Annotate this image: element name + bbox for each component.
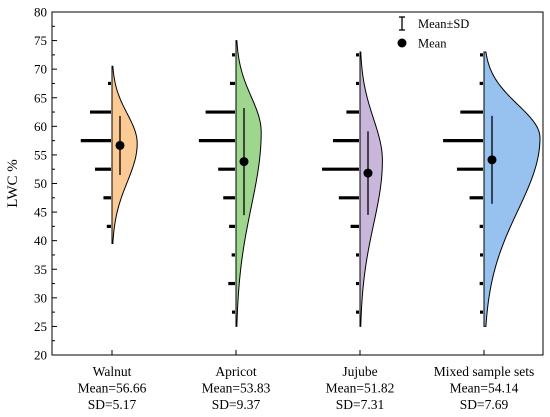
y-tick-label: 20 <box>34 348 47 363</box>
mean-dot <box>487 155 497 165</box>
y-tick-label: 45 <box>34 205 47 220</box>
violin-shape <box>111 65 138 245</box>
violin-shape <box>359 51 383 327</box>
x-category-label: Walnut <box>93 364 132 379</box>
y-tick-label: 40 <box>34 233 47 248</box>
sd-label: SD=5.17 <box>88 397 137 412</box>
sd-label: SD=9.37 <box>212 397 261 412</box>
mean-label: Mean=53.83 <box>202 381 271 396</box>
x-category-label: Mixed sample sets <box>434 364 535 379</box>
violin-layer <box>111 40 541 327</box>
mean-dot <box>363 168 373 178</box>
mean-label: Mean=56.66 <box>78 381 147 396</box>
legend-label-mean: Mean <box>418 37 447 51</box>
y-tick-label: 55 <box>34 147 47 162</box>
mean-dot <box>239 157 249 167</box>
sd-label: SD=7.31 <box>336 397 385 412</box>
x-category-label: Apricot <box>215 364 256 379</box>
violin-shape <box>483 51 541 327</box>
y-axis-title: LWC % <box>5 159 21 207</box>
y-tick-label: 30 <box>34 290 47 305</box>
y-tick-label: 60 <box>34 119 47 134</box>
y-tick-label: 75 <box>34 33 47 48</box>
y-tick-label: 80 <box>34 5 47 20</box>
y-tick-label: 25 <box>34 319 47 334</box>
mean-label: Mean=51.82 <box>326 381 395 396</box>
violin-shape <box>235 40 262 327</box>
y-tick-label: 35 <box>34 262 47 277</box>
mean-label: Mean=54.14 <box>450 381 519 396</box>
stats-layer <box>115 108 497 216</box>
legend-label-sd: Mean±SD <box>418 17 469 31</box>
mean-dot <box>115 140 125 150</box>
sd-label: SD=7.69 <box>460 397 509 412</box>
x-category-label: Jujube <box>342 364 377 379</box>
y-axis: 20 25 30 35 40 45 50 55 60 65 70 75 80 <box>34 5 57 363</box>
y-tick-label: 65 <box>34 90 47 105</box>
histogram-layer <box>80 53 483 314</box>
y-tick-label: 50 <box>34 176 47 191</box>
y-tick-label: 70 <box>34 62 47 77</box>
legend-dot-icon <box>397 38 407 48</box>
legend: Mean±SD Mean <box>397 16 469 51</box>
